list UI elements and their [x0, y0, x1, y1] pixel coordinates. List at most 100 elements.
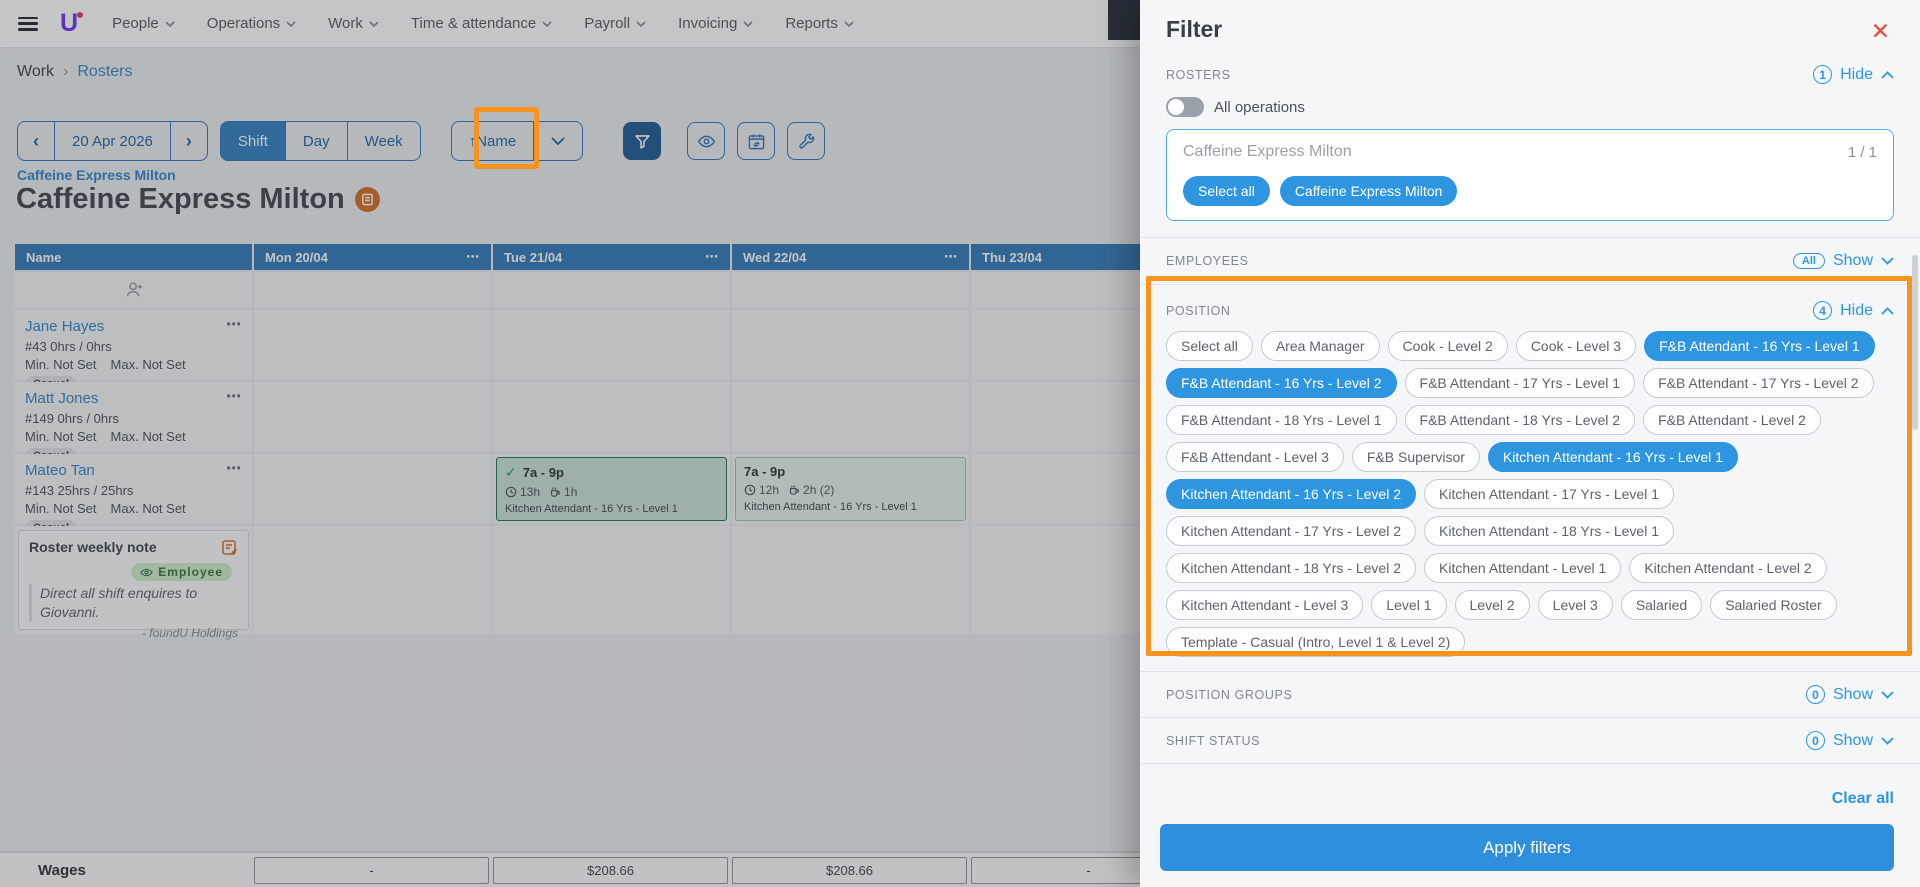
empty-cell[interactable] — [732, 272, 969, 308]
column-menu-icon[interactable]: ⋯ — [944, 249, 958, 264]
position-groups-collapse-toggle[interactable]: 0 Show — [1805, 685, 1894, 704]
sort-by-name-button[interactable]: ↑ Name — [468, 132, 517, 150]
rosters-selected-chip[interactable]: Caffeine Express Milton — [1279, 176, 1458, 206]
nav-item-work[interactable]: Work — [328, 15, 379, 32]
view-day-button[interactable]: Day — [284, 122, 347, 160]
rosters-count-badge: 1 — [1813, 65, 1833, 84]
position-chip[interactable]: Level 1 — [1371, 590, 1447, 620]
employee-menu-icon[interactable]: ⋯ — [226, 316, 242, 333]
previous-period-button[interactable]: ‹ — [33, 130, 39, 151]
position-chip[interactable]: F&B Attendant - 18 Yrs - Level 1 — [1166, 405, 1397, 435]
roster-tools-button[interactable] — [787, 122, 826, 160]
shift-status-collapse-toggle[interactable]: 0 Show — [1805, 731, 1894, 750]
sort-dropdown-button[interactable] — [533, 122, 582, 160]
position-chip[interactable]: Kitchen Attendant - Level 2 — [1629, 553, 1827, 583]
position-chip-selected[interactable]: F&B Attendant - 16 Yrs - Level 2 — [1166, 368, 1397, 398]
position-chip[interactable]: Cook - Level 2 — [1387, 331, 1508, 361]
shift-cell-empty[interactable] — [493, 310, 730, 380]
shift-cell-empty[interactable] — [732, 382, 969, 452]
foundu-logo[interactable]: U — [60, 11, 84, 36]
employee-menu-icon[interactable]: ⋯ — [226, 460, 242, 477]
all-operations-toggle[interactable] — [1166, 97, 1204, 117]
position-chip[interactable]: Area Manager — [1260, 331, 1380, 361]
note-edit-icon[interactable] — [221, 539, 238, 561]
column-header-mon: Mon 20/04 ⋯ — [254, 244, 491, 270]
position-chip-selected[interactable]: Kitchen Attendant - 16 Yrs - Level 1 — [1487, 442, 1738, 472]
nav-item-invoicing[interactable]: Invoicing — [678, 15, 753, 32]
nav-item-time-attendance[interactable]: Time & attendance — [411, 15, 552, 32]
rosters-select-all-button[interactable]: Select all — [1183, 176, 1270, 206]
clear-all-link[interactable]: Clear all — [1831, 790, 1894, 807]
view-visibility-button[interactable] — [687, 122, 726, 160]
position-chip[interactable]: Kitchen Attendant - 18 Yrs - Level 1 — [1424, 516, 1674, 546]
hamburger-menu-icon[interactable] — [18, 16, 38, 31]
position-chip-selected[interactable]: Kitchen Attendant - 16 Yrs - Level 2 — [1166, 479, 1416, 509]
position-chip[interactable]: F&B Supervisor — [1351, 442, 1480, 472]
employee-name-link[interactable]: Jane Hayes — [25, 318, 105, 335]
view-shift-button[interactable]: Shift — [220, 122, 285, 160]
empty-cell[interactable] — [493, 272, 730, 308]
shift-card-confirmed[interactable]: ✓ 7a - 9p 13h 1h Kitchen Attendant - 16 … — [496, 457, 727, 521]
note-row-empty-cell — [493, 526, 730, 634]
shift-cell-empty[interactable] — [493, 382, 730, 452]
add-employee-button[interactable] — [15, 272, 252, 308]
view-week-button[interactable]: Week — [346, 122, 420, 160]
position-chip[interactable]: Kitchen Attendant - Level 3 — [1166, 590, 1364, 620]
position-chip[interactable]: F&B Attendant - 17 Yrs - Level 2 — [1643, 368, 1874, 398]
shift-cell-empty[interactable] — [254, 454, 491, 524]
date-picker-button[interactable]: 20 Apr 2026 — [54, 122, 170, 160]
position-chip[interactable]: Level 3 — [1537, 590, 1613, 620]
shift-break: 2h (2) — [803, 483, 835, 497]
operation-link[interactable]: Caffeine Express Milton — [17, 167, 176, 183]
position-collapse-toggle[interactable]: 4 Hide — [1813, 301, 1894, 320]
next-period-button[interactable]: › — [169, 122, 207, 160]
empty-cell[interactable] — [254, 272, 491, 308]
shift-cell-empty[interactable] — [254, 382, 491, 452]
rosters-search-input[interactable]: Caffeine Express Milton — [1183, 143, 1352, 160]
position-chip[interactable]: Salaried — [1620, 590, 1703, 620]
position-chip-selected[interactable]: F&B Attendant - 16 Yrs - Level 1 — [1644, 331, 1875, 361]
shift-card[interactable]: 7a - 9p 12h 2h (2) Kitchen Attendant - 1… — [735, 457, 966, 521]
position-chip[interactable]: F&B Attendant - Level 3 — [1166, 442, 1344, 472]
employee-name-link[interactable]: Mateo Tan — [25, 462, 95, 479]
employees-section-label: EMPLOYEES — [1166, 254, 1249, 268]
close-icon[interactable]: ✕ — [1870, 18, 1890, 44]
position-chip[interactable]: Template - Casual (Intro, Level 1 & Leve… — [1166, 627, 1466, 657]
employee-name-link[interactable]: Matt Jones — [25, 390, 99, 407]
calendar-sync-icon — [748, 133, 765, 149]
panel-scrollbar[interactable] — [1912, 255, 1918, 430]
rosters-section-header: ROSTERS 1 Hide — [1166, 65, 1894, 84]
shift-cell-empty[interactable] — [732, 310, 969, 380]
position-chip[interactable]: Kitchen Attendant - 17 Yrs - Level 1 — [1424, 479, 1674, 509]
position-chip[interactable]: F&B Attendant - 18 Yrs - Level 2 — [1404, 405, 1636, 435]
operation-note-icon[interactable] — [354, 187, 380, 212]
position-chip[interactable]: F&B Attendant - Level 2 — [1643, 405, 1821, 435]
chevron-down-icon — [844, 20, 854, 27]
apply-filters-button[interactable]: Apply filters — [1160, 824, 1894, 871]
breadcrumb-work[interactable]: Work — [17, 63, 55, 80]
position-chip[interactable]: Kitchen Attendant - 17 Yrs - Level 2 — [1166, 516, 1416, 546]
shift-cell-empty[interactable] — [254, 310, 491, 380]
nav-item-operations[interactable]: Operations — [207, 15, 296, 32]
position-chip[interactable]: Kitchen Attendant - 18 Yrs - Level 2 — [1166, 553, 1416, 583]
nav-item-people[interactable]: People — [112, 15, 175, 32]
position-chip[interactable]: Cook - Level 3 — [1515, 331, 1637, 361]
clock-icon — [744, 484, 756, 496]
copy-roster-button[interactable] — [737, 122, 776, 160]
filter-button[interactable] — [623, 122, 662, 160]
employee-menu-icon[interactable]: ⋯ — [226, 388, 242, 405]
nav-item-reports[interactable]: Reports — [785, 15, 854, 32]
column-menu-icon[interactable]: ⋯ — [466, 249, 480, 264]
nav-item-payroll[interactable]: Payroll — [584, 15, 646, 32]
rosters-collapse-toggle[interactable]: 1 Hide — [1813, 65, 1894, 84]
min-hours: Min. Not Set — [25, 501, 97, 516]
breadcrumb-rosters[interactable]: Rosters — [77, 63, 133, 80]
column-menu-icon[interactable]: ⋯ — [705, 249, 719, 264]
position-chip[interactable]: F&B Attendant - 17 Yrs - Level 1 — [1404, 368, 1636, 398]
position-chip-select-all[interactable]: Select all — [1166, 331, 1253, 361]
position-chip[interactable]: Kitchen Attendant - Level 1 — [1424, 553, 1622, 583]
employees-collapse-toggle[interactable]: All Show — [1792, 252, 1894, 270]
position-chip[interactable]: Salaried Roster — [1710, 590, 1837, 620]
position-chip[interactable]: Level 2 — [1454, 590, 1530, 620]
navbar-right-button[interactable] — [1108, 0, 1140, 40]
